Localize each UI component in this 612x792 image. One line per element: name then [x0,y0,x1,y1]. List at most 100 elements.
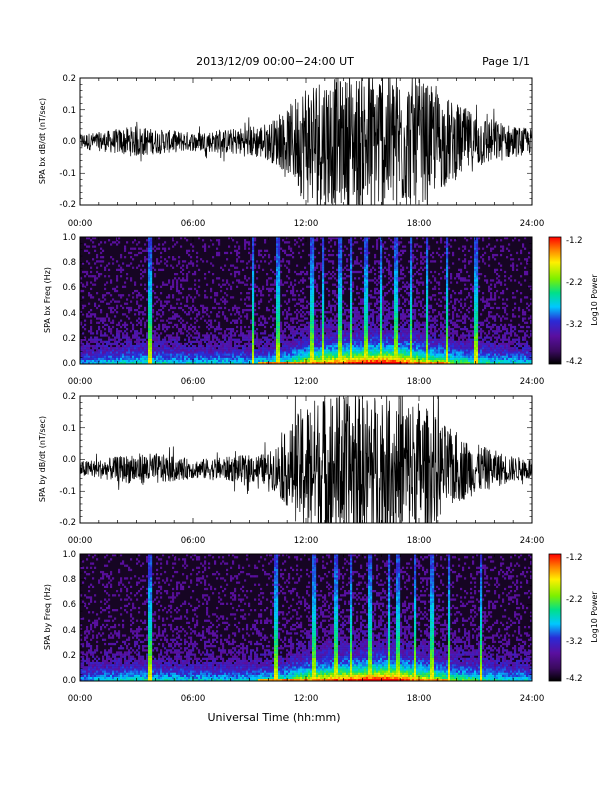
spectrogram-cell [198,313,201,316]
spectrogram-cell [256,344,259,348]
spectrogram-cell [122,268,125,272]
spectrogram-cell [124,357,127,360]
spectrogram-cell [370,359,373,363]
spectrogram-cell [272,359,275,363]
spectrogram-cell [304,334,307,337]
spectrogram-cell [302,304,305,307]
spectrogram-cell [84,338,87,341]
spectrogram-cell [196,251,199,255]
spectrogram-cell [148,272,151,276]
spectrogram-cell [370,279,373,282]
spectrogram-cell [202,361,205,365]
spectrogram-cell [340,332,343,335]
spectrogram-cell [320,319,323,322]
spectrogram-cell [148,311,151,314]
spectrogram-cell [288,353,291,356]
spectrogram-cell [356,262,359,265]
spectrogram-cell [380,336,383,339]
spectrogram-cell [202,239,205,242]
spectrogram-cell [268,317,271,320]
spectrogram-cell [154,344,157,348]
spectrogram-cell [392,351,395,354]
spectrogram-cell [100,340,103,343]
spectrogram-cell [218,357,221,360]
spectrogram-cell [308,344,311,348]
spectrogram-cell [350,353,353,356]
spectrogram-cell [262,256,265,259]
spectrogram-cell [272,351,275,354]
spectrogram-cell [208,357,211,360]
spectrogram-cell [202,349,205,352]
spectrogram-cell [212,256,215,259]
spectrogram-cell [300,300,303,303]
spectrogram-cell [82,270,85,274]
spectrogram-cell [176,302,179,305]
spectrogram-cell [354,308,357,312]
spectrogram-cell [380,302,383,305]
spectrogram-cell [292,357,295,360]
spectrogram-cell [148,243,151,246]
spectrogram-cell [196,357,199,360]
spectrogram-cell [342,351,345,354]
spectrogram-cell [328,304,331,307]
spectrogram-cell [194,361,197,365]
spectrogram-cell [268,262,271,265]
spectrogram-cell [274,361,277,365]
spectrogram-cell [208,355,211,358]
spectrogram-cell [260,349,263,352]
spectrogram-cell [240,281,243,284]
spectrogram-cell [392,336,395,339]
spectrogram-cell [380,325,383,329]
spectrogram-cell [124,247,127,250]
spectrogram-cell [358,296,361,299]
spectrogram-cell [148,340,151,343]
spectrogram-cell [246,266,249,269]
spectrogram-cell [364,296,367,299]
spectrogram-cell [294,344,297,348]
spectrogram-cell [178,298,181,301]
spectrogram-cell [376,332,379,335]
spectrogram-cell [162,351,165,354]
spectrogram-cell [366,332,369,335]
spectrogram-cell [338,317,341,320]
spectrogram-cell [378,349,381,352]
spectrogram-cell [200,342,203,346]
spectrogram-cell [324,323,327,327]
spectrogram-cell [82,313,85,316]
spectrogram-cell [150,302,153,305]
spectrogram-cell [194,357,197,360]
spectrogram-cell [364,332,367,335]
spectrogram-cell [144,325,147,329]
spectrogram-cell [320,264,323,267]
spectrogram-cell [224,306,227,310]
spectrogram-cell [216,239,219,242]
spectrogram-cell [316,330,319,333]
spectrogram-cell [314,323,317,327]
spectrogram-cell [276,281,279,284]
spectrogram-cell [322,289,325,293]
spectrogram-cell [166,349,169,352]
spectrogram-cell [190,308,193,312]
spectrogram-cell [246,317,249,320]
spectrogram-cell [84,270,87,274]
spectrogram-cell [392,313,395,316]
spectrogram-cell [394,332,397,335]
spectrogram-cell [272,334,275,337]
spectrogram-cell [344,287,347,291]
spectrogram-cell [296,349,299,352]
spectrogram-cell [350,300,353,303]
spectrogram-cell [400,321,403,324]
spectrogram-cell [308,357,311,360]
spectrogram-cell [170,336,173,339]
spectrogram-cell [232,351,235,354]
spectrogram-cell [396,260,399,263]
spectrogram-cell [162,347,165,350]
spectrogram-cell [232,281,235,284]
spectrogram-cell [382,308,385,312]
spectrogram-cell [202,357,205,360]
spectrogram-cell [84,304,87,307]
spectrogram-cell [172,283,175,286]
spectrogram-cell [134,239,137,242]
spectrogram-cell [278,321,281,324]
spectrogram-cell [340,323,343,327]
